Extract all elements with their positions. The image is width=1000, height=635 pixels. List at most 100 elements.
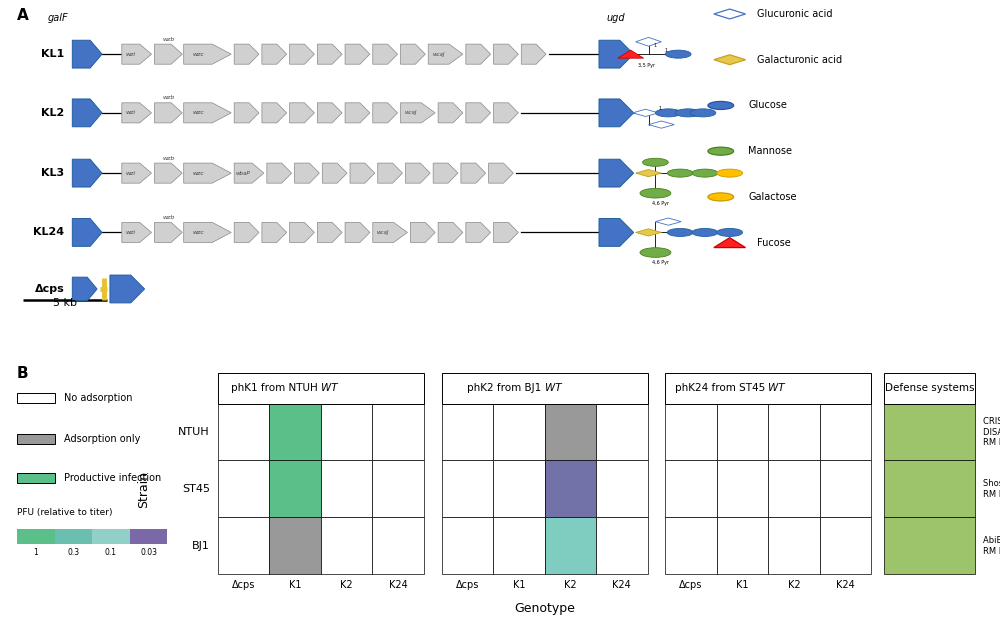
Polygon shape — [184, 103, 231, 123]
Circle shape — [708, 193, 734, 201]
Polygon shape — [648, 121, 674, 128]
Text: phK24 from ST45: phK24 from ST45 — [675, 384, 768, 393]
Bar — [130, 528, 167, 544]
Bar — [372, 460, 424, 518]
Polygon shape — [401, 44, 425, 64]
Text: Adsorption only: Adsorption only — [64, 434, 141, 444]
Bar — [321, 460, 372, 518]
Bar — [442, 460, 493, 518]
Polygon shape — [262, 222, 287, 243]
Polygon shape — [234, 44, 259, 64]
Text: phK2 from BJ1: phK2 from BJ1 — [467, 384, 545, 393]
Text: 0.03: 0.03 — [140, 548, 157, 557]
Text: wcaJ: wcaJ — [432, 51, 445, 57]
Polygon shape — [599, 218, 634, 246]
Polygon shape — [72, 159, 102, 187]
Polygon shape — [154, 103, 182, 123]
Text: Genotype: Genotype — [514, 602, 575, 615]
Bar — [596, 460, 648, 518]
Polygon shape — [234, 103, 259, 123]
Text: 1: 1 — [33, 548, 38, 557]
Bar — [218, 518, 269, 574]
Polygon shape — [373, 103, 398, 123]
Bar — [717, 460, 768, 518]
Text: Strain: Strain — [137, 471, 150, 507]
Text: A: A — [17, 8, 29, 23]
Bar — [717, 518, 768, 574]
Bar — [545, 518, 596, 574]
Polygon shape — [317, 222, 342, 243]
Circle shape — [665, 50, 691, 58]
Text: 1: 1 — [658, 106, 662, 111]
Text: wbaP: wbaP — [236, 171, 250, 176]
Text: K2: K2 — [340, 580, 353, 590]
Text: 0.1: 0.1 — [105, 548, 117, 557]
Text: Mannose: Mannose — [748, 146, 792, 156]
Bar — [17, 528, 55, 544]
Text: K1: K1 — [513, 580, 525, 590]
Bar — [596, 403, 648, 460]
Polygon shape — [461, 163, 486, 183]
Polygon shape — [438, 103, 463, 123]
Text: wcaJ: wcaJ — [377, 230, 389, 235]
Bar — [218, 373, 424, 403]
Bar — [269, 403, 321, 460]
Polygon shape — [489, 163, 513, 183]
Polygon shape — [373, 44, 398, 64]
Polygon shape — [290, 103, 314, 123]
Polygon shape — [599, 40, 634, 68]
Text: Δcps: Δcps — [232, 580, 255, 590]
Text: 3,5 Pyr: 3,5 Pyr — [638, 64, 655, 69]
Polygon shape — [317, 44, 342, 64]
Text: wzi: wzi — [126, 51, 136, 57]
Bar — [269, 518, 321, 574]
Text: KL24: KL24 — [33, 227, 64, 237]
Text: KL1: KL1 — [41, 49, 64, 59]
Bar — [665, 460, 717, 518]
Polygon shape — [154, 163, 182, 183]
Text: wzi: wzi — [126, 110, 136, 116]
Polygon shape — [122, 163, 152, 183]
Polygon shape — [184, 163, 231, 183]
Polygon shape — [494, 222, 518, 243]
Text: wzc: wzc — [192, 171, 204, 176]
Polygon shape — [322, 163, 347, 183]
Polygon shape — [494, 44, 518, 64]
Text: Δcps: Δcps — [456, 580, 479, 590]
Text: KL3: KL3 — [41, 168, 64, 178]
Polygon shape — [599, 159, 634, 187]
Text: 4,6 Pyr: 4,6 Pyr — [652, 260, 669, 265]
Polygon shape — [72, 40, 102, 68]
Polygon shape — [466, 222, 491, 243]
Text: 5 kb: 5 kb — [53, 298, 77, 309]
Text: Fucose: Fucose — [757, 237, 791, 248]
Polygon shape — [234, 163, 264, 183]
Polygon shape — [345, 44, 370, 64]
Polygon shape — [410, 222, 435, 243]
Polygon shape — [655, 218, 681, 225]
Bar — [545, 460, 596, 518]
Text: K24: K24 — [389, 580, 407, 590]
Circle shape — [640, 189, 671, 198]
Text: 4,6 Pyr: 4,6 Pyr — [652, 201, 669, 206]
Text: wzi: wzi — [126, 171, 136, 176]
Bar — [493, 403, 545, 460]
Text: BJ1: BJ1 — [192, 541, 210, 551]
Polygon shape — [378, 163, 402, 183]
Text: WT: WT — [321, 384, 337, 393]
Bar — [92, 528, 130, 544]
Bar — [442, 373, 648, 403]
Bar — [768, 460, 820, 518]
Text: Δcps: Δcps — [679, 580, 703, 590]
Text: wzc: wzc — [192, 230, 204, 235]
Circle shape — [655, 109, 681, 117]
Polygon shape — [714, 55, 746, 65]
Text: No adsorption: No adsorption — [64, 393, 133, 403]
Text: NTUH: NTUH — [178, 427, 210, 437]
Text: K2: K2 — [564, 580, 577, 590]
Polygon shape — [428, 44, 463, 64]
Bar — [442, 403, 493, 460]
Polygon shape — [521, 44, 546, 64]
Bar — [665, 518, 717, 574]
Text: wzb: wzb — [162, 215, 175, 220]
